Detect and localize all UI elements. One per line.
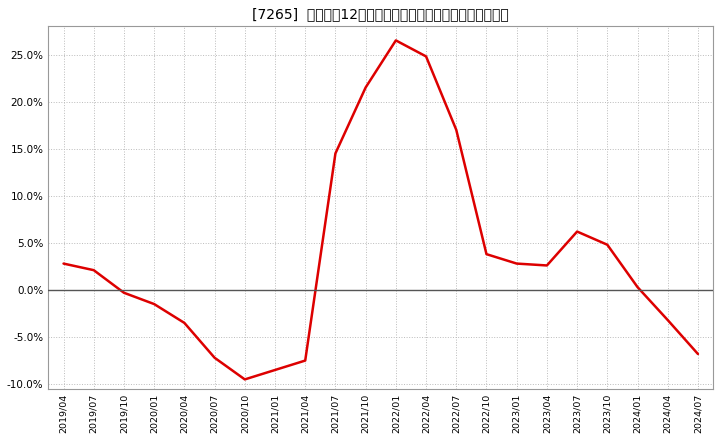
Title: [7265]  売上高の12か月移動合計の対前年同期増減率の推移: [7265] 売上高の12か月移動合計の対前年同期増減率の推移 [253, 7, 509, 21]
